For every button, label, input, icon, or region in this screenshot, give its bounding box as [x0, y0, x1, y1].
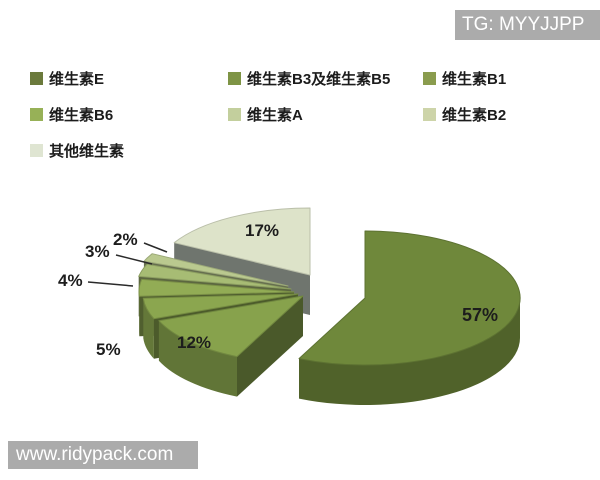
- legend-swatch-vitamin-b6: [30, 107, 43, 121]
- pie-slice-0-top: [298, 230, 521, 366]
- legend-item-vitamin-b3-b5: 维生素B3及维生素B5: [228, 69, 391, 88]
- legend-label-other-vitamins: 其他维生素: [49, 142, 125, 160]
- callout-line-3pct: [115, 254, 153, 265]
- slice-label-12pct: 12%: [177, 333, 212, 352]
- legend-label-vitamin-b6: 维生素B6: [49, 106, 114, 124]
- pie-slice-2-top: [142, 293, 299, 320]
- legend-swatch-vitamin-b1: [423, 71, 436, 85]
- callout-line-2pct: [143, 242, 168, 253]
- callout-line-4pct: [87, 281, 134, 287]
- pie-slice-6-top: [173, 207, 311, 276]
- pie-slice-0-rim: [299, 298, 520, 405]
- legend-label-vitamin-b1: 维生素B1: [442, 70, 507, 88]
- legend-swatch-vitamin-a: [228, 107, 241, 121]
- pie-slice-4-top: [138, 263, 292, 290]
- pie-slice-3-top: [138, 278, 295, 297]
- legend-item-vitamin-e: 维生素E: [30, 69, 105, 88]
- slice-label-4pct: 4%: [58, 271, 83, 290]
- legend-swatch-other-vitamins: [30, 143, 43, 157]
- legend-label-vitamin-b2: 维生素B2: [442, 106, 507, 124]
- slice-label-57pct: 57%: [462, 305, 499, 325]
- watermark-telegram: TG: MYYJJPP: [455, 10, 600, 40]
- pie-slice-1-top: [158, 295, 304, 358]
- legend-swatch-vitamin-b3-b5: [228, 71, 241, 85]
- legend-swatch-vitamin-b2: [423, 107, 436, 121]
- legend-item-vitamin-a: 维生素A: [228, 105, 303, 124]
- legend-swatch-vitamin-e: [30, 71, 43, 85]
- legend-item-vitamin-b6: 维生素B6: [30, 105, 114, 124]
- legend-item-vitamin-b2: 维生素B2: [423, 105, 507, 124]
- legend-label-vitamin-b3-b5: 维生素B3及维生素B5: [247, 70, 391, 88]
- slice-label-17pct: 17%: [245, 221, 280, 240]
- pie-slice-1-rim: [158, 320, 237, 397]
- legend-label-vitamin-a: 维生素A: [247, 106, 303, 124]
- pie-slice-1-cut-face: [237, 296, 303, 397]
- watermark-website: www.ridypack.com: [8, 441, 198, 469]
- slice-label-5pct: 5%: [96, 340, 121, 359]
- legend-label-vitamin-e: 维生素E: [49, 70, 105, 88]
- legend-item-other-vitamins: 其他维生素: [30, 141, 125, 160]
- legend-item-vitamin-b1: 维生素B1: [423, 69, 507, 88]
- slice-label-2pct: 2%: [113, 230, 138, 249]
- pie-slice-2-rim: [143, 298, 154, 359]
- slice-label-3pct: 3%: [85, 242, 110, 261]
